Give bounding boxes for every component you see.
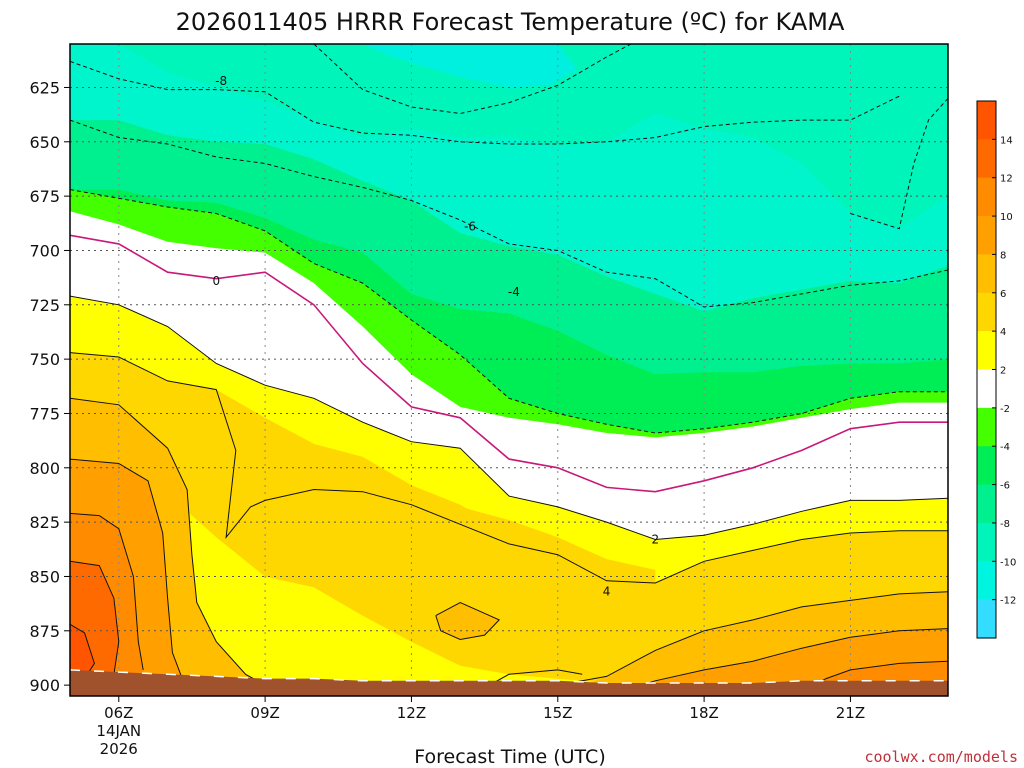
colorbar-tick-label-4: 4 (1000, 327, 1006, 338)
y-tick-label-800: 800 (29, 459, 60, 478)
contour-label-5: 4 (603, 585, 611, 599)
colorbar-band-6-8 (977, 254, 996, 294)
colorbar-band--4--2 (977, 407, 996, 447)
contour-line-11 (70, 512, 144, 670)
colorbar-tick-label-10: 10 (1000, 212, 1013, 223)
contour-line-0 (70, 60, 900, 145)
y-tick-label-675: 675 (29, 187, 60, 206)
colorbar-tick-label--2: -2 (1000, 404, 1010, 415)
x-tick-label-15Z: 15Z (543, 704, 572, 722)
colorbar-band--6--4 (977, 446, 996, 486)
y-tick-label-725: 725 (29, 296, 60, 315)
colorbar-tick-label--12: -12 (1000, 596, 1016, 607)
colorbar-tick-label--8: -8 (1000, 519, 1010, 530)
contour-line-16 (489, 669, 583, 686)
contour-line-5 (70, 295, 948, 541)
y-tick-label-700: 700 (29, 241, 60, 260)
plot-content: -8 -6 -4 0 2 4 (70, 44, 948, 696)
temperature-band-1 (362, 44, 578, 88)
temperature-band-17 (70, 624, 95, 681)
colorbar-band--2-2 (977, 369, 996, 409)
x-axis-label: Forecast Time (UTC) (414, 746, 605, 768)
terrain-surface-line (70, 669, 948, 684)
temperature-band-11 (435, 602, 500, 640)
colorbar-band-10-12 (977, 177, 996, 217)
colorbar-tick-label-6: 6 (1000, 289, 1006, 300)
colorbar-band--12--10 (977, 561, 996, 601)
contour-label-4: 2 (652, 533, 660, 547)
colorbar-tick-label-14: 14 (1000, 135, 1013, 146)
colorbar: 14 12 10 8 6 4 2 -2 -4 -6 -8 -10 -12 (976, 100, 1016, 639)
colorbar-band-12-14 (977, 139, 996, 179)
colorbar-tick-label-2: 2 (1000, 366, 1006, 377)
zero-contour-line (70, 234, 948, 493)
contour-line-9 (70, 458, 183, 679)
colorbar-band--10--8 (977, 522, 996, 562)
contour-label-3: 0 (213, 274, 221, 288)
x-tick-label-18Z: 18Z (689, 704, 718, 722)
terrain-fill (70, 669, 948, 696)
contour-line-6 (70, 352, 948, 584)
y-tick-label-850: 850 (29, 567, 60, 586)
colorbar-band-2-4 (977, 331, 996, 371)
y-tick-label-625: 625 (29, 78, 60, 97)
x-tick-date-day: 14JAN (96, 722, 141, 740)
y-tick-label-825: 825 (29, 513, 60, 532)
y-tick-label-900: 900 (29, 676, 60, 695)
x-tick-label-09Z: 09Z (250, 704, 279, 722)
temperature-band-7 (70, 352, 948, 696)
contour-line-8 (557, 591, 948, 686)
x-tick-date-year: 2026 (100, 740, 138, 758)
y-tick-label-875: 875 (29, 622, 60, 641)
plot-frame (69, 43, 949, 697)
credit-text[interactable]: coolwx.com/models (864, 748, 1018, 766)
contour-line-15 (435, 601, 501, 641)
x-tick-label-06Z: 06Z (104, 704, 133, 722)
colorbar-tick-label--10: -10 (1000, 557, 1016, 568)
contour-label-0: -8 (215, 74, 227, 88)
y-axis: 625 650 675 700 725 750 775 800 825 850 875 900 (29, 78, 70, 695)
colorbar-band-4-6 (977, 292, 996, 332)
temperature-band-8 (216, 489, 656, 688)
y-tick-label-650: 650 (29, 133, 60, 152)
contour-line-1 (70, 119, 948, 308)
y-tick-label-750: 750 (29, 350, 60, 369)
contour-label-1: -6 (464, 220, 476, 234)
colorbar-tick-label-8: 8 (1000, 250, 1006, 261)
x-tick-label-21Z: 21Z (836, 704, 865, 722)
y-tick-label-775: 775 (29, 404, 60, 423)
contour-label-2: -4 (508, 285, 520, 299)
chart-title: 2026011405 HRRR Forecast Temperature (ºC… (176, 8, 845, 36)
colorbar-tick-label--6: -6 (1000, 481, 1010, 492)
colorbar-band--8--6 (977, 484, 996, 524)
colorbar-tick-label-12: 12 (1000, 174, 1013, 185)
colorbar-band--14--12 (977, 599, 996, 639)
contour-line-7 (70, 397, 266, 686)
colorbar-band-8-10 (977, 216, 996, 256)
plot-area: -8 -6 -4 0 2 4 (69, 43, 949, 697)
colorbar-tick-label--4: -4 (1000, 442, 1010, 453)
contour-line-3 (313, 44, 632, 115)
temperature-band-0 (70, 44, 948, 229)
contour-line-10 (606, 628, 948, 696)
x-tick-label-12Z: 12Z (397, 704, 426, 722)
contour-line-2 (70, 189, 948, 434)
colorbar-band-14-16 (977, 101, 996, 140)
